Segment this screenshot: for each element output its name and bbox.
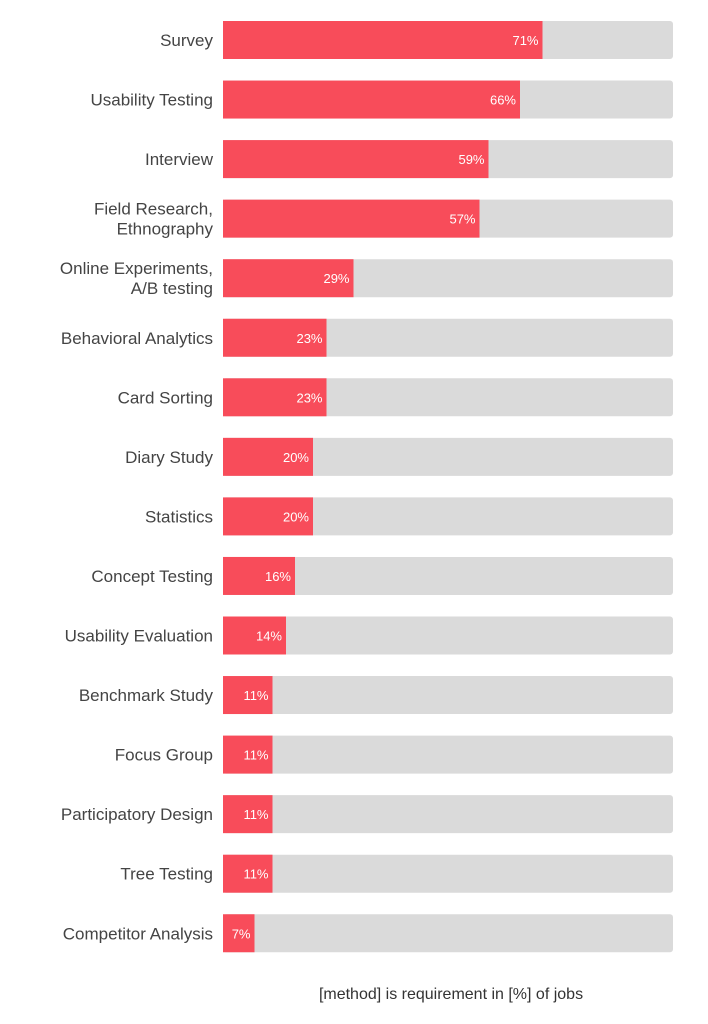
bar-row: 59% Interview — [145, 140, 673, 179]
bar-value-label: 20% — [283, 509, 309, 524]
bar-value-label: 23% — [296, 331, 322, 346]
bar-row: 23% Card Sorting — [118, 378, 673, 417]
bar-value-label: 11% — [243, 807, 268, 822]
bar — [223, 318, 327, 357]
bar-value-label: 11% — [243, 867, 268, 882]
category-label: Card Sorting — [118, 388, 213, 407]
category-label: Usability Evaluation — [65, 627, 213, 646]
bar-track — [223, 676, 673, 715]
bar-value-label: 14% — [256, 629, 282, 644]
bar — [223, 80, 520, 119]
bar-row: 16% Concept Testing — [91, 556, 673, 595]
category-label: Focus Group — [115, 746, 213, 765]
bar — [223, 854, 273, 893]
category-label: Concept Testing — [91, 567, 213, 586]
bar — [223, 914, 255, 953]
bars-layer: 71% Survey 66% Usability Testing 59% Intervie… — [60, 21, 673, 953]
bar-row: 23% Behavioral Analytics — [61, 318, 673, 357]
bar-row: 11% Focus Group — [115, 735, 673, 774]
category-label: Survey — [160, 31, 213, 50]
category-label: Interview — [145, 150, 214, 169]
bar-value-label: 29% — [323, 271, 349, 286]
bar — [223, 140, 489, 179]
bar-value-label: 11% — [243, 748, 268, 763]
category-label: Online Experiments, A/B testing — [60, 259, 213, 298]
bar-track — [223, 318, 673, 357]
bar-value-label: 16% — [265, 569, 291, 584]
bar-value-label: 71% — [512, 33, 538, 48]
bar — [223, 21, 543, 59]
bar-row: 11% Tree Testing — [120, 854, 673, 893]
category-label: Competitor Analysis — [63, 924, 213, 943]
bar — [223, 735, 273, 774]
bar-value-label: 66% — [490, 93, 516, 108]
bar — [223, 795, 273, 834]
bar-row: 14% Usability Evaluation — [65, 616, 673, 655]
category-label: Usability Testing — [90, 91, 213, 110]
bar-track — [223, 914, 673, 953]
bar-track — [223, 497, 673, 536]
category-label: Tree Testing — [120, 865, 213, 884]
bar-value-label: 57% — [449, 212, 475, 227]
bar — [223, 437, 313, 476]
bar — [223, 676, 273, 715]
bar-track — [223, 378, 673, 417]
bar-track — [223, 616, 673, 655]
bar-value-label: 11% — [243, 688, 268, 703]
category-label: Diary Study — [125, 448, 213, 467]
bar-track — [223, 795, 673, 834]
bar — [223, 616, 286, 655]
bar-track — [223, 437, 673, 476]
bar-value-label: 7% — [232, 926, 251, 941]
bar — [223, 556, 295, 595]
x-axis-caption: [method] is requirement in [%] of jobs — [319, 986, 583, 1003]
category-label: Benchmark Study — [79, 686, 214, 705]
bar-row: 57% Field Research, Ethnography — [94, 199, 673, 239]
bar — [223, 378, 327, 417]
bar-row: 66% Usability Testing — [90, 80, 673, 119]
bar — [223, 199, 480, 238]
bar-row: 11% Participatory Design — [61, 795, 673, 834]
bar-row: 71% Survey — [160, 21, 673, 59]
bar — [223, 259, 354, 298]
category-label: Field Research, Ethnography — [94, 200, 214, 239]
category-label: Participatory Design — [61, 805, 213, 824]
bar-row: 7% Competitor Analysis — [63, 914, 673, 953]
bar-value-label: 23% — [296, 390, 322, 405]
bar-value-label: 59% — [458, 152, 484, 167]
bar-row: 20% Diary Study — [125, 437, 673, 476]
bar-row: 11% Benchmark Study — [79, 676, 673, 715]
bar-row: 29% Online Experiments, A/B testing — [60, 259, 673, 298]
category-label: Statistics — [145, 507, 213, 526]
bar — [223, 497, 313, 536]
bar-value-label: 20% — [283, 450, 309, 465]
category-label: Behavioral Analytics — [61, 329, 213, 348]
bar-track — [223, 735, 673, 774]
bar-row: 20% Statistics — [145, 497, 673, 536]
bar-track — [223, 556, 673, 595]
bar-track — [223, 854, 673, 893]
